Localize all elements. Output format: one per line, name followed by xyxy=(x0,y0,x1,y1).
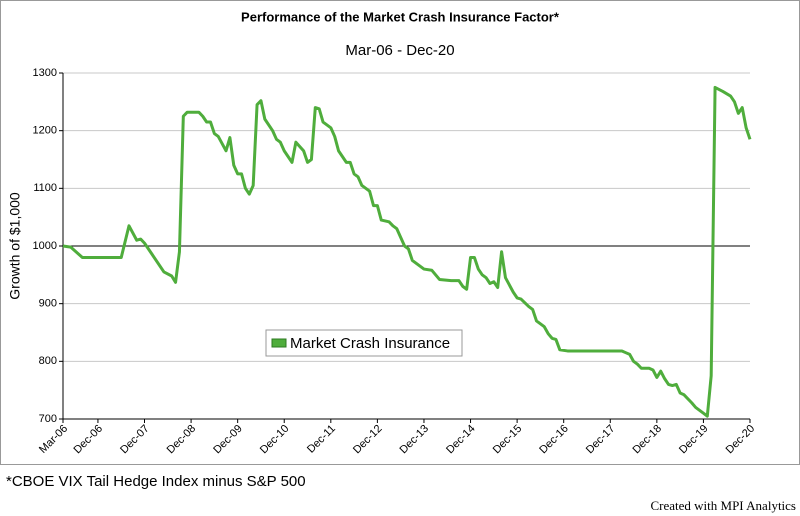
y-tick-label: 1200 xyxy=(33,125,57,137)
y-tick-label: 700 xyxy=(39,413,57,425)
y-tick-label: 900 xyxy=(39,298,57,310)
chart-subtitle: Mar-06 - Dec-20 xyxy=(345,42,454,59)
chart-title: Performance of the Market Crash Insuranc… xyxy=(241,9,560,24)
y-tick-label: 1100 xyxy=(33,182,57,194)
y-tick-label: 1300 xyxy=(33,67,57,79)
y-tick-label: 800 xyxy=(39,355,57,367)
legend-label: Market Crash Insurance xyxy=(290,335,450,352)
footnote: *CBOE VIX Tail Hedge Index minus S&P 500 xyxy=(6,473,306,490)
legend: Market Crash Insurance xyxy=(265,329,463,357)
legend-box xyxy=(265,329,463,357)
legend-swatch xyxy=(271,338,287,348)
series-line xyxy=(62,85,752,418)
credit: Created with MPI Analytics xyxy=(650,498,796,513)
y-axis-label: Growth of $1,000 xyxy=(7,192,23,300)
y-tick-label: 1000 xyxy=(33,240,57,252)
